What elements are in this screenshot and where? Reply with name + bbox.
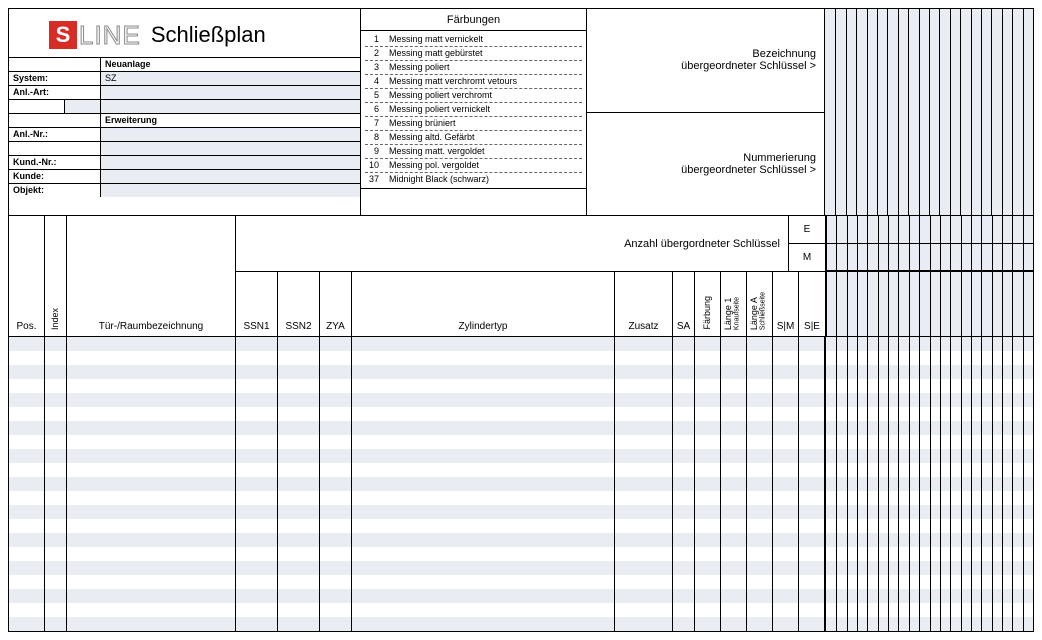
table-row[interactable] [9,575,1033,589]
anzahl-label: Anzahl übergordneter Schlüssel [236,216,789,271]
col-zya: ZYA [320,272,352,336]
table-row[interactable] [9,505,1033,519]
col-laengeA: Länge ASchließseite [747,272,773,336]
table-row[interactable] [9,393,1033,407]
faerbung-item: 8Messing altd. Gefärbt [365,131,582,145]
key-columns-header [825,216,1033,336]
anzahl-e: E [789,216,825,244]
col-zylindertyp: Zylindertyp [352,272,615,336]
designation-bez: Bezeichnung übergeordneter Schlüssel > [587,9,824,113]
lock-plan-sheet: S LINE Schließplan Neuanlage System: SZ … [8,8,1034,632]
table-row[interactable] [9,589,1033,603]
anl-nr-value[interactable] [101,127,360,141]
table-row[interactable] [9,435,1033,449]
table-row[interactable] [9,533,1033,547]
faerbungen-list: 1Messing matt vernickelt2Messing matt ge… [361,31,586,189]
erweiterung-label: Erweiterung [101,113,360,127]
faerbung-item: 2Messing matt gebürstet [365,47,582,61]
table-row[interactable] [9,477,1033,491]
objekt-value[interactable] [101,183,360,197]
table-row[interactable] [9,337,1033,351]
table-row[interactable] [9,617,1033,631]
system-label: System: [9,71,101,85]
col-ssn2: SSN2 [278,272,320,336]
faerbung-item: 6Messing poliert vernickelt [365,103,582,117]
table-row[interactable] [9,449,1033,463]
col-zusatz: Zusatz [615,272,673,336]
table-row[interactable] [9,351,1033,365]
kunde-label: Kunde: [9,169,101,183]
col-sa: SA [673,272,695,336]
anzahl-m: M [789,244,825,271]
table-row[interactable] [9,463,1033,477]
header-mid: Anzahl übergordneter Schlüssel E M SSN1 … [236,216,825,336]
table-row[interactable] [9,421,1033,435]
anl-nr-label: Anl.-Nr.: [9,127,101,141]
table-row[interactable] [9,603,1033,617]
table-row[interactable] [9,379,1033,393]
table-row[interactable] [9,519,1033,533]
system-value[interactable]: SZ [101,71,360,85]
designation-num: Nummerierung übergeordneter Schlüssel > [587,113,824,216]
faerbung-item: 1Messing matt vernickelt [365,33,582,47]
faerbung-item: 5Messing poliert verchromt [365,89,582,103]
anzahl-row: Anzahl übergordneter Schlüssel E M [236,216,825,272]
document-title: Schließplan [151,22,266,48]
kunde-value[interactable] [101,169,360,183]
kund-nr-label: Kund.-Nr.: [9,155,101,169]
header-mid-cols: SSN1 SSN2 ZYA Zylindertyp Zusatz SA Färb… [236,272,825,336]
table-row[interactable] [9,547,1033,561]
table-row[interactable] [9,561,1033,575]
anl-art-value[interactable] [101,85,360,99]
designation-block: Bezeichnung übergeordneter Schlüssel > N… [587,9,825,215]
col-sm: S|M [773,272,799,336]
table-row[interactable] [9,407,1033,421]
col-ssn1: SSN1 [236,272,278,336]
logo-line-text: LINE [79,20,141,51]
faerbung-item: 4Messing matt verchromt vetours [365,75,582,89]
neuanlage-label: Neuanlage [101,57,360,71]
header-left: Pos. Index Tür-/Raumbezeichnung [9,216,236,336]
anl-art-label: Anl.-Art: [9,85,101,99]
faerbungen-title: Färbungen [361,9,586,31]
key-columns-top [825,9,1033,215]
faerbung-item: 9Messing matt. vergoldet [365,145,582,159]
col-index: Index [45,216,67,336]
logo-row: S LINE Schließplan [9,9,360,57]
faerbung-item: 10Messing pol. vergoldet [365,159,582,173]
data-rows [9,337,1033,631]
logo-s-icon: S [49,21,77,49]
meta-grid: Neuanlage System: SZ Anl.-Art: Erweiteru… [9,57,360,215]
col-pos: Pos. [9,216,45,336]
table-row[interactable] [9,491,1033,505]
col-se: S|E [799,272,825,336]
faerbung-item: 37Midnight Black (schwarz) [365,173,582,186]
anzahl-em: E M [789,216,825,271]
col-room: Tür-/Raumbezeichnung [67,216,235,336]
kund-nr-value[interactable] [101,155,360,169]
faerbung-item: 7Messing brüniert [365,117,582,131]
objekt-label: Objekt: [9,183,101,197]
table-row[interactable] [9,365,1033,379]
faerbung-item: 3Messing poliert [365,61,582,75]
col-faerbung: Färbung [695,272,721,336]
col-laenge1: Länge 1Knaufseite [721,272,747,336]
faerbungen-box: Färbungen 1Messing matt vernickelt2Messi… [361,9,587,215]
top-block: S LINE Schließplan Neuanlage System: SZ … [9,9,1033,216]
column-header-block: Pos. Index Tür-/Raumbezeichnung Anzahl ü… [9,216,1033,337]
top-left: S LINE Schließplan Neuanlage System: SZ … [9,9,361,215]
